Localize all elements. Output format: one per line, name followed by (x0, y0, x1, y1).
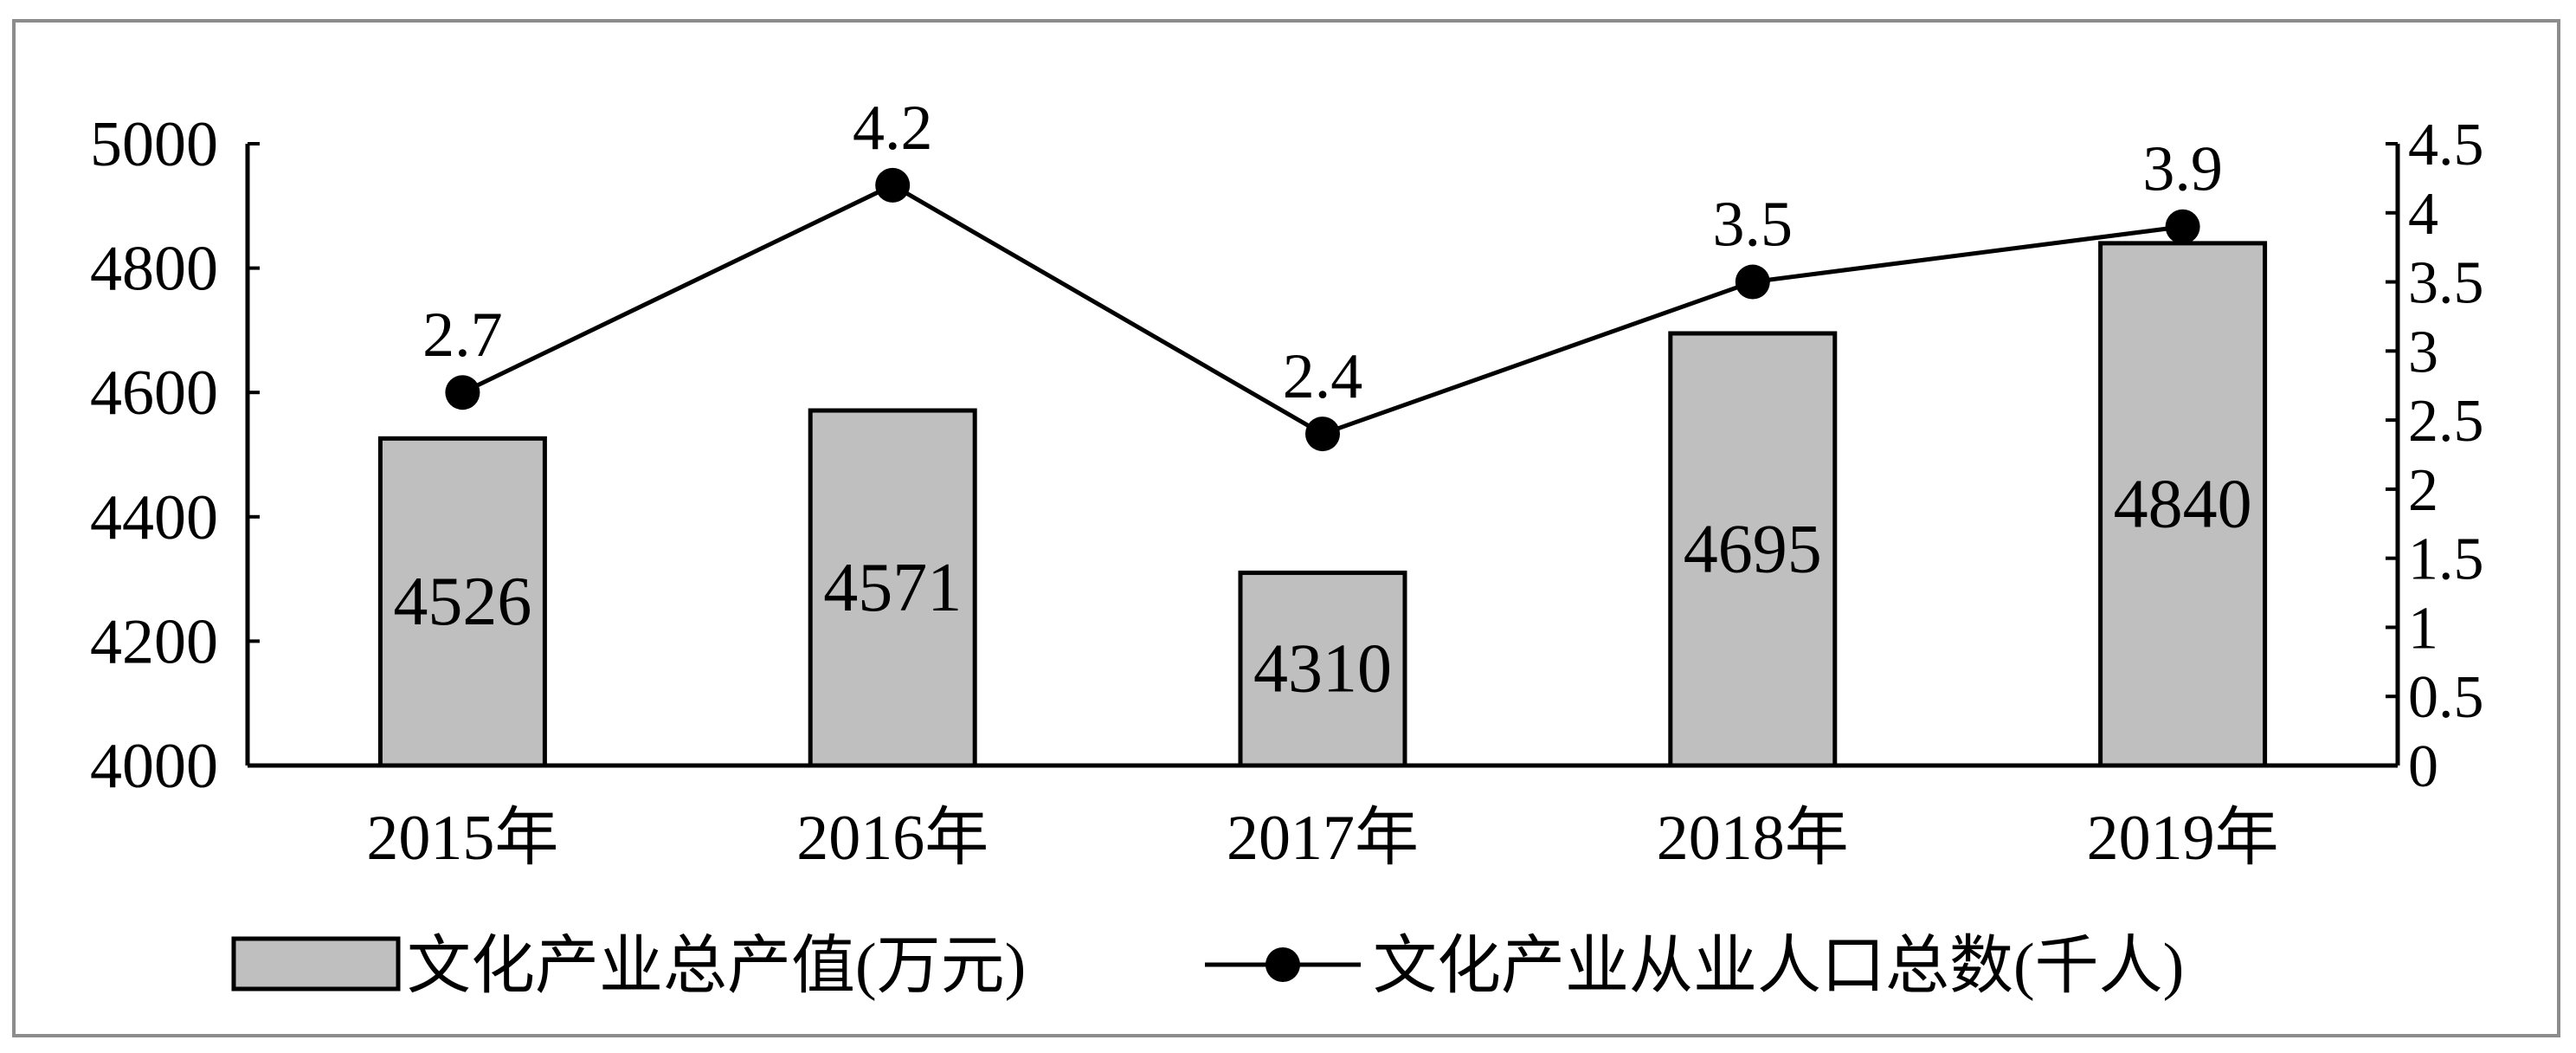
bar-value-label-0: 4526 (393, 564, 531, 640)
bar-value-label-3: 4695 (1684, 511, 1822, 587)
bar-4 (2098, 241, 2268, 768)
line-point-1 (875, 167, 911, 203)
x-category-label-3: 2018年 (1657, 803, 1849, 874)
line-point-label-4: 3.9 (2142, 134, 2223, 205)
right-tick-label-9: 4.5 (2408, 112, 2484, 178)
legend-line-label: 文化产业从业人口总数(千人) (1373, 931, 2184, 1002)
legend-bar-label: 文化产业总产值(万元) (407, 931, 1026, 1002)
bars-layer (377, 241, 2268, 768)
labels-layer: 4526 4571 4310 4695 4840 2.7 4.2 2.4 3.5 3.9 (393, 93, 2251, 707)
line-layer (445, 167, 2200, 452)
x-category-label-1: 2016年 (796, 803, 989, 874)
bar-1 (808, 408, 977, 768)
bar-2 (1238, 570, 1407, 768)
left-tick-label-4: 4800 (90, 234, 218, 305)
left-tick-label-0: 4000 (90, 731, 218, 802)
left-tick-label-1: 4200 (90, 606, 218, 677)
x-category-label-0: 2015年 (366, 803, 558, 874)
line-point-label-1: 4.2 (853, 93, 933, 164)
left-tick-label-2: 4400 (90, 482, 218, 553)
legend: 文化产业总产值(万元) 文化产业从业人口总数(千人) (231, 931, 2184, 1002)
axes-layer: 40004200440046004800500000.511.522.533.5… (90, 109, 2484, 874)
x-category-label-2: 2017年 (1227, 803, 1419, 874)
x-category-label-4: 2019年 (2087, 803, 2279, 874)
right-tick-label-3: 1.5 (2408, 526, 2484, 593)
right-tick-label-6: 3 (2408, 319, 2438, 385)
line-point-label-3: 3.5 (1713, 190, 1794, 261)
legend-line-marker (1265, 947, 1300, 982)
left-tick-label-5: 5000 (90, 109, 218, 180)
bar-value-label-2: 4310 (1253, 631, 1392, 707)
bar-value-label-1: 4571 (823, 550, 962, 626)
line-point-4 (2165, 209, 2200, 244)
right-tick-label-7: 3.5 (2408, 250, 2484, 317)
legend-bar-swatch (231, 936, 401, 992)
bar-value-label-4: 4840 (2114, 466, 2252, 542)
line-point-label-2: 2.4 (1283, 341, 1363, 412)
right-tick-label-2: 1 (2408, 595, 2438, 662)
right-tick-label-1: 0.5 (2408, 664, 2484, 731)
right-tick-label-4: 2 (2408, 457, 2438, 524)
right-tick-label-5: 2.5 (2408, 388, 2484, 455)
bar-0 (377, 436, 547, 768)
right-tick-label-0: 0 (2408, 733, 2438, 800)
right-tick-label-8: 4 (2408, 181, 2438, 248)
left-tick-label-3: 4600 (90, 358, 218, 429)
line-point-2 (1305, 417, 1340, 452)
line-point-label-0: 2.7 (422, 300, 503, 371)
line-point-0 (445, 375, 480, 410)
line-point-3 (1735, 264, 1770, 300)
